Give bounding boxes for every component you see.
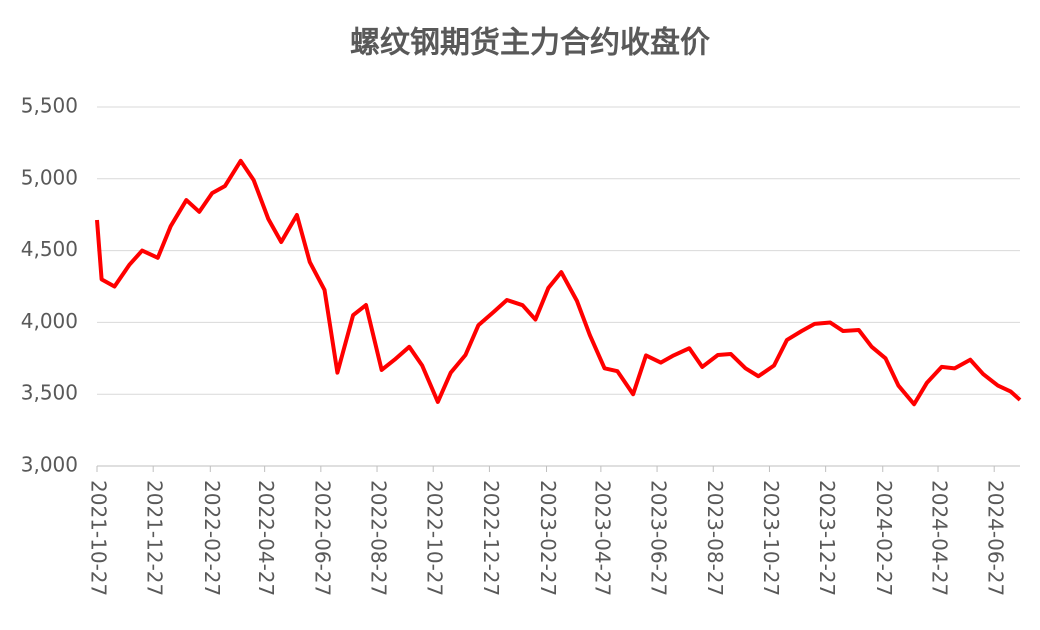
y-tick-label: 4,500 xyxy=(21,237,78,261)
x-tick-label: 2023-02-27 xyxy=(536,480,560,596)
x-tick-label: 2024-04-27 xyxy=(928,480,952,596)
x-tick-label: 2022-10-27 xyxy=(423,480,447,596)
x-tick-label: 2022-12-27 xyxy=(479,480,503,596)
y-tick-label: 3,500 xyxy=(21,381,78,405)
x-tick-label: 2024-06-27 xyxy=(984,480,1008,596)
x-tick-label: 2023-06-27 xyxy=(647,480,671,596)
x-tick-label: 2023-10-27 xyxy=(759,480,783,596)
x-tick-label: 2022-08-27 xyxy=(367,480,391,596)
x-tick-label: 2021-12-27 xyxy=(143,480,167,596)
x-tick-label: 2024-02-27 xyxy=(872,480,896,596)
x-tick-label: 2022-06-27 xyxy=(310,480,334,596)
x-tick-label: 2023-04-27 xyxy=(590,480,614,596)
x-tick-label: 2021-10-27 xyxy=(87,480,111,596)
x-tick-label: 2023-12-27 xyxy=(815,480,839,596)
chart-title: 螺纹钢期货主力合约收盘价 xyxy=(350,26,710,61)
y-tick-label: 3,000 xyxy=(21,453,78,477)
y-tick-label: 5,500 xyxy=(21,94,78,118)
y-tick-label: 5,000 xyxy=(21,165,78,189)
x-tick-label: 2022-04-27 xyxy=(254,480,278,596)
y-tick-label: 4,000 xyxy=(21,309,78,333)
data-line xyxy=(95,158,1022,407)
x-tick-label: 2022-02-27 xyxy=(200,480,224,596)
x-tick-label: 2023-08-27 xyxy=(703,480,727,596)
